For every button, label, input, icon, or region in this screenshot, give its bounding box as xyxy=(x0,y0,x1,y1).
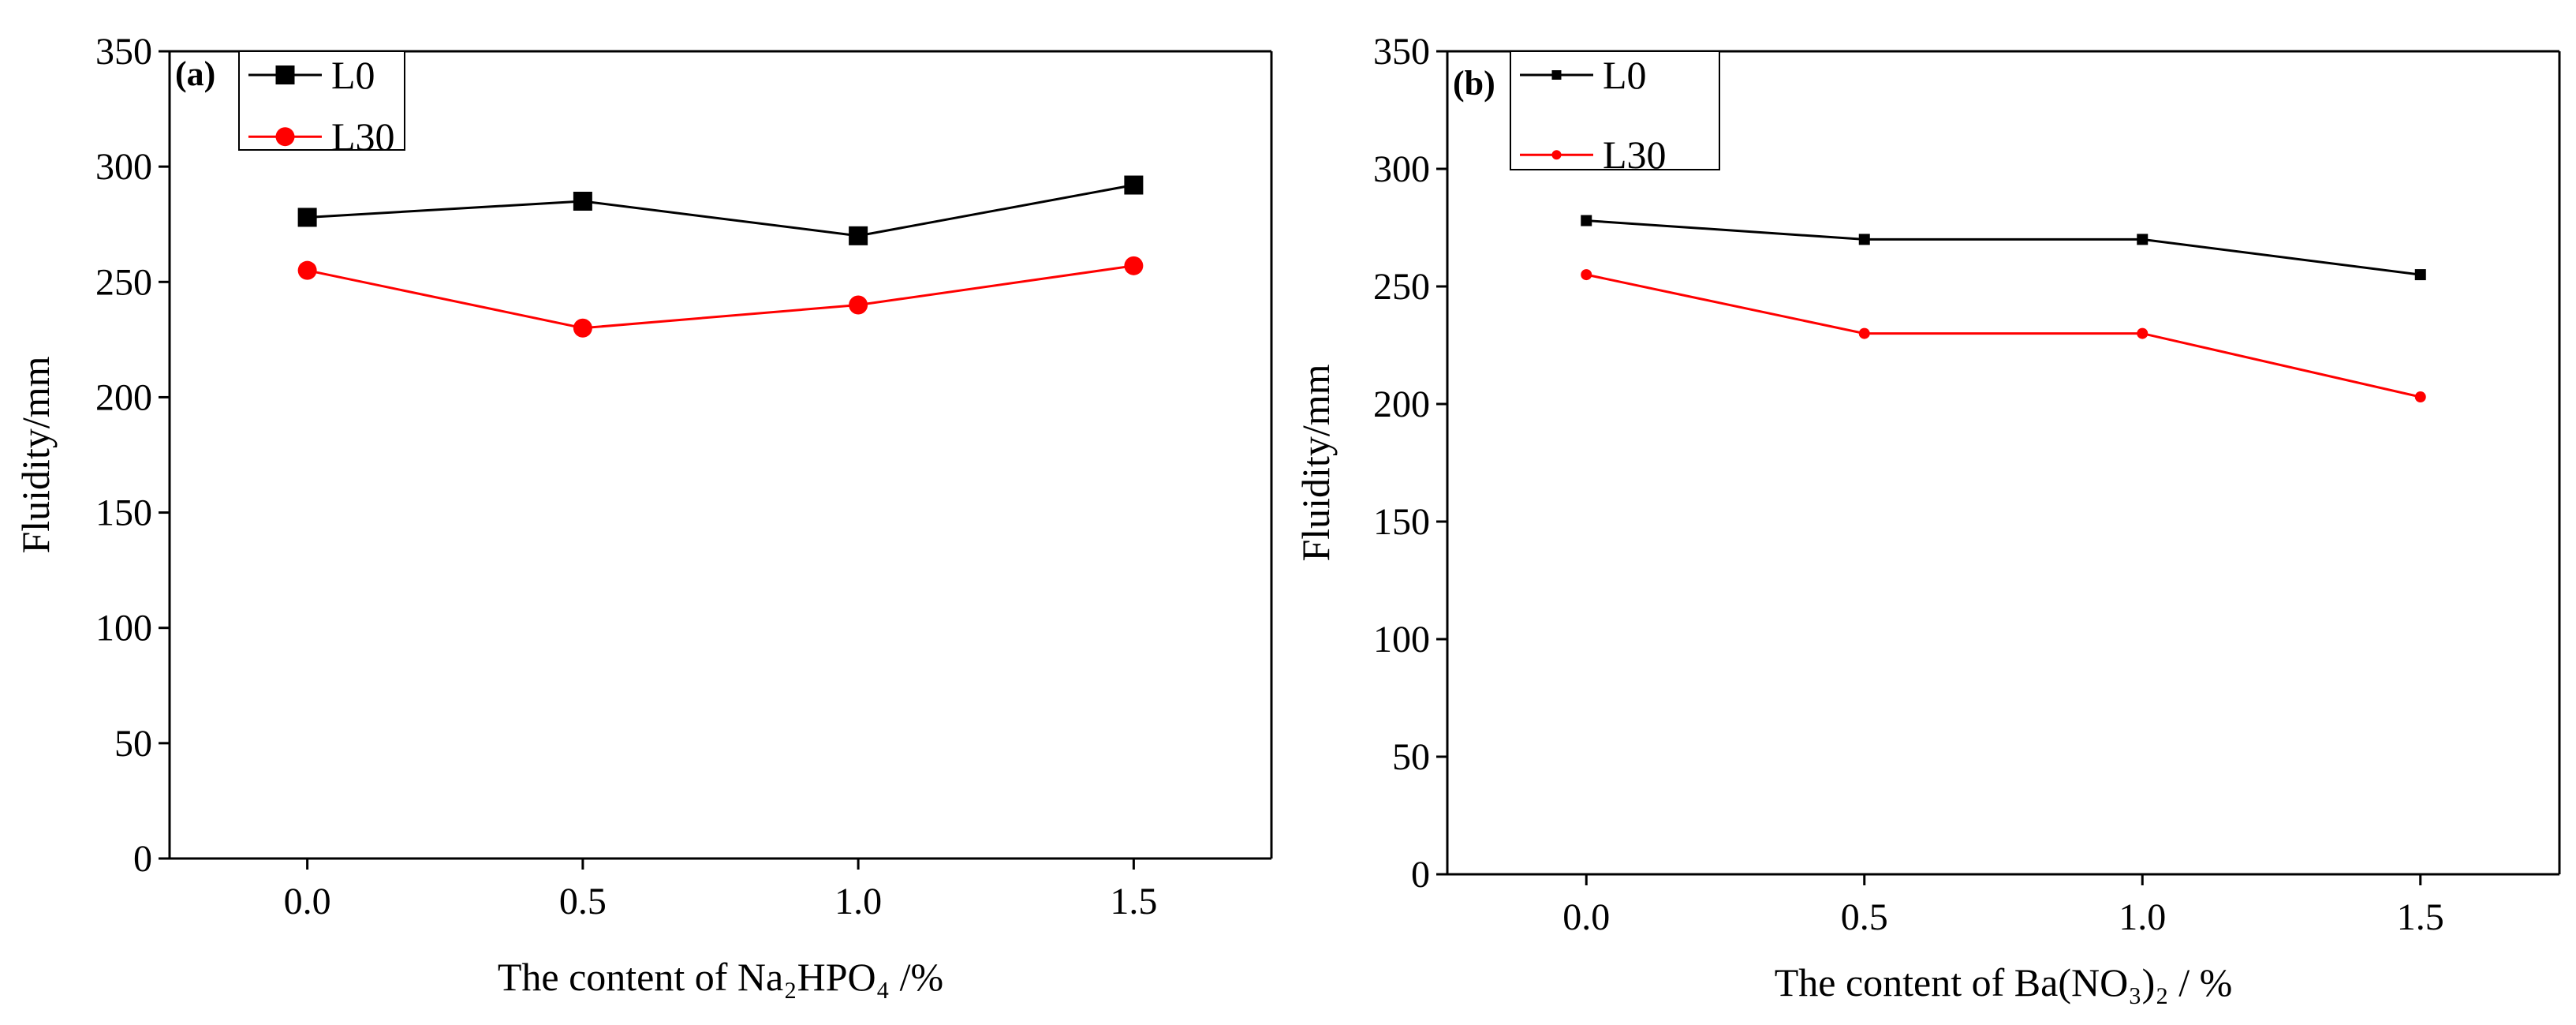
x-axis-title: The content of Ba(NO₃)₂ / % xyxy=(1775,960,2233,1004)
y-axis-title: Fluidity/mm xyxy=(1294,364,1338,561)
data-point-l0 xyxy=(1581,215,1592,226)
legend-marker-l30 xyxy=(275,127,295,147)
y-tick-label: 250 xyxy=(1373,266,1430,308)
y-tick-label: 200 xyxy=(1373,383,1430,425)
y-tick-label: 0 xyxy=(1411,854,1430,896)
legend-box xyxy=(1510,51,1720,170)
data-point-l30 xyxy=(2414,391,2426,403)
legend-label-l0: L0 xyxy=(1603,53,1647,97)
data-point-l30 xyxy=(1858,327,1870,339)
y-axis-title: Fluidity/mm xyxy=(13,356,58,553)
data-point-l30 xyxy=(573,318,592,338)
x-tick-label: 0.5 xyxy=(1841,896,1888,938)
legend-label-l30: L30 xyxy=(1603,133,1667,177)
x-tick-label: 1.0 xyxy=(834,881,882,922)
data-point-l30 xyxy=(1124,256,1144,275)
y-tick-label: 100 xyxy=(95,608,152,649)
data-point-l30 xyxy=(849,295,868,315)
legend-box xyxy=(238,51,405,151)
legend-marker-l0 xyxy=(275,65,295,84)
y-tick-label: 250 xyxy=(95,261,152,303)
data-point-l30 xyxy=(2137,327,2149,339)
data-point-l0 xyxy=(2414,269,2426,281)
y-tick-label: 100 xyxy=(1373,619,1430,660)
y-tick-label: 300 xyxy=(1373,148,1430,190)
x-tick-label: 1.0 xyxy=(2119,896,2166,938)
y-tick-label: 0 xyxy=(133,838,152,880)
legend-marker-l30 xyxy=(1551,150,1562,160)
chart-panel-b: 0 50 100 150 200 250 300 350 0.0 0.5 1.0 1.5 The con… xyxy=(1294,31,2561,1004)
legend-marker-l0 xyxy=(1551,70,1562,80)
data-point-l0 xyxy=(2137,234,2149,245)
data-point-l30 xyxy=(1581,269,1592,281)
y-tick-label: 300 xyxy=(95,146,152,188)
panel-label: (a) xyxy=(175,54,215,93)
x-tick-label: 0.0 xyxy=(284,881,331,922)
y-tick-label: 50 xyxy=(114,723,152,765)
x-axis-title: The content of Na₂HPO₄ /% xyxy=(498,955,943,999)
panel-label: (b) xyxy=(1453,64,1495,103)
y-tick-label: 150 xyxy=(1373,501,1430,543)
y-tick-label: 200 xyxy=(95,376,152,418)
legend-label-l30: L30 xyxy=(331,114,395,159)
series-line-l0 xyxy=(1586,219,2421,276)
y-tick-label: 350 xyxy=(95,31,152,73)
y-tick-label: 350 xyxy=(1373,31,1430,73)
x-tick-label: 1.5 xyxy=(1110,881,1157,922)
data-point-l30 xyxy=(297,260,317,280)
series-line-l30 xyxy=(1585,273,2421,398)
y-tick-label: 50 xyxy=(1392,736,1430,778)
chart-panel-a: 0 50 100 150 200 250 300 350 0.0 0.5 1.0 1.5 The con… xyxy=(13,31,1273,999)
data-point-l0 xyxy=(849,226,868,245)
data-point-l0 xyxy=(1124,175,1144,195)
y-tick-label: 150 xyxy=(95,492,152,534)
legend-label-l0: L0 xyxy=(331,53,375,97)
x-tick-label: 0.0 xyxy=(1562,896,1610,938)
data-point-l0 xyxy=(297,208,317,227)
x-tick-label: 1.5 xyxy=(2397,896,2444,938)
x-tick-label: 0.5 xyxy=(559,881,607,922)
data-point-l0 xyxy=(1858,234,1870,245)
series-line-l0 xyxy=(307,184,1134,238)
series-line-l30 xyxy=(307,264,1134,330)
data-point-l0 xyxy=(573,191,592,211)
